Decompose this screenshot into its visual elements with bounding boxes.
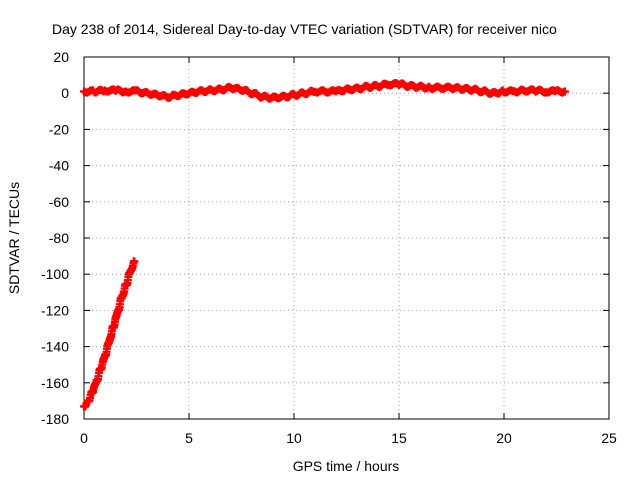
grid-lines bbox=[84, 57, 609, 419]
x-tick-label: 15 bbox=[391, 430, 407, 446]
y-axis-label: SDTVAR / TECUs bbox=[6, 182, 22, 294]
y-tick-label: -100 bbox=[41, 266, 69, 282]
y-tick-label: -20 bbox=[49, 121, 69, 137]
y-tick-label: 20 bbox=[53, 49, 69, 65]
upper-trace bbox=[80, 78, 569, 103]
data-points bbox=[80, 78, 569, 411]
x-tick-label: 0 bbox=[80, 430, 88, 446]
lower-trace bbox=[80, 257, 139, 411]
axis-ticks bbox=[83, 56, 610, 420]
chart-title: Day 238 of 2014, Sidereal Day-to-day VTE… bbox=[52, 21, 557, 37]
y-tick-label: -140 bbox=[41, 339, 69, 355]
y-tick-label: -80 bbox=[49, 230, 69, 246]
y-tick-label: -120 bbox=[41, 302, 69, 318]
x-axis-label: GPS time / hours bbox=[293, 458, 400, 474]
x-tick-label: 5 bbox=[185, 430, 193, 446]
plot-border bbox=[83, 56, 610, 420]
y-tick-label: 0 bbox=[61, 85, 69, 101]
y-tick-label: -60 bbox=[49, 194, 69, 210]
x-tick-label: 10 bbox=[286, 430, 302, 446]
x-tick-label: 25 bbox=[601, 430, 617, 446]
x-tick-label: 20 bbox=[496, 430, 512, 446]
y-tick-label: -160 bbox=[41, 375, 69, 391]
y-tick-label: -180 bbox=[41, 411, 69, 427]
x-tick-labels: 0 5 10 15 20 25 bbox=[80, 430, 617, 446]
y-tick-label: -40 bbox=[49, 158, 69, 174]
y-tick-labels: -180 -160 -140 -120 -100 -80 -60 -40 -20 0 20 bbox=[41, 49, 69, 427]
